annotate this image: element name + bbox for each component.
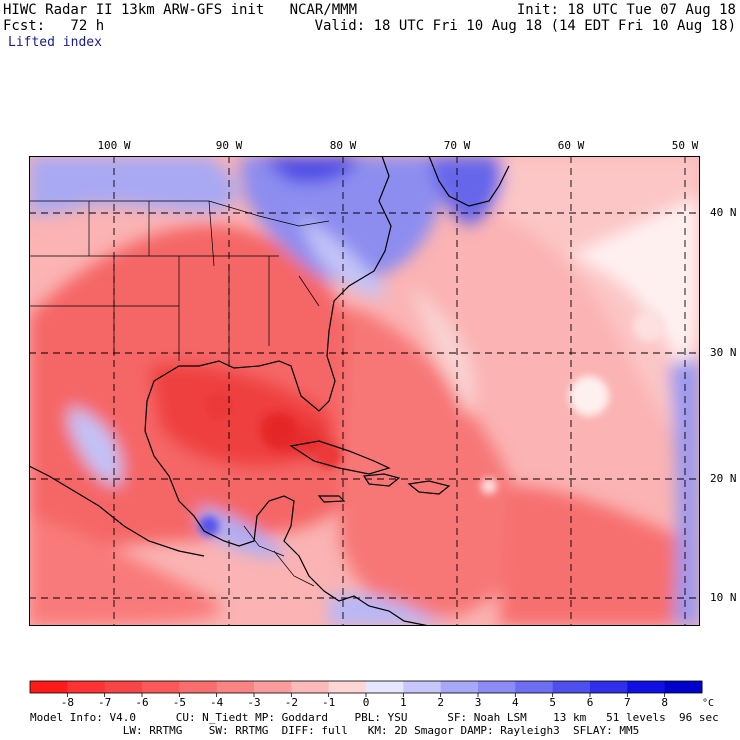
- lon-label-80w: 80 W: [329, 139, 357, 152]
- colorbar-segment: [67, 681, 106, 693]
- colorbar-segment: [179, 681, 218, 693]
- colorbar-tick-label: 6: [587, 696, 594, 709]
- lat-label-40n: 40 N: [710, 206, 737, 219]
- colorbar-segment: [104, 681, 143, 693]
- colorbar-tick-label: 4: [512, 696, 519, 709]
- colorbar-segment: [142, 681, 180, 693]
- lat-label-30n: 30 N: [710, 346, 737, 359]
- colorbar-segment: [328, 681, 367, 693]
- colorbar-segment: [440, 681, 479, 693]
- init-time: Init: 18 UTC Tue 07 Aug 18: [516, 2, 736, 18]
- model-info-line2: LW: RRTMG SW: RRTMG DIFF: full KM: 2D Sm…: [30, 724, 640, 737]
- colorbar-tick-label: -5: [173, 696, 186, 709]
- colorbar-segment: [30, 681, 68, 693]
- colorbar-segment: [366, 681, 404, 693]
- colorbar-tick-label: -1: [322, 696, 335, 709]
- colorbar-segment: [627, 681, 666, 693]
- colorbar-segment: [478, 681, 516, 693]
- lon-label-90w: 90 W: [215, 139, 243, 152]
- colorbar-segment: [216, 681, 255, 693]
- colorbar-unit: °C: [702, 698, 714, 709]
- coastlines: [29, 156, 510, 626]
- colorbar-tick-label: -3: [247, 696, 260, 709]
- map-frame: [29, 156, 700, 626]
- model-title: HIWC Radar II 13km ARW-GFS init NCAR/MMM: [3, 2, 358, 18]
- lon-label-100w: 100 W: [97, 139, 131, 152]
- model-info-line1: Model Info: V4.0 CU: N_Tiedt MP: Goddard…: [30, 711, 719, 724]
- colorbar-segment: [403, 681, 442, 693]
- forecast-hour: Fcst: 72 h: [3, 18, 105, 34]
- colorbar-tick-label: 2: [437, 696, 444, 709]
- colorbar-tick-label: 1: [400, 696, 407, 709]
- colorbar-tick-label: -4: [210, 696, 224, 709]
- colorbar-tick-label: 0: [363, 696, 370, 709]
- colorbar-tick-label: -7: [98, 696, 111, 709]
- colorbar-tick-label: 5: [549, 696, 556, 709]
- colorbar-segment: [254, 681, 292, 693]
- lon-label-60w: 60 W: [557, 139, 585, 152]
- lat-lon-grid: [29, 156, 700, 626]
- colorbar-tick-label: -2: [285, 696, 298, 709]
- field-name: Lifted index: [8, 35, 102, 50]
- colorbar-tick-label: -6: [135, 696, 148, 709]
- colorbar-segment: [664, 681, 703, 693]
- colorbar-tick-label: -8: [61, 696, 74, 709]
- colorbar-frame: [29, 680, 703, 694]
- lifted-index-map: [29, 156, 700, 626]
- valid-time: Valid: 18 UTC Fri 10 Aug 18 (14 EDT Fri …: [314, 18, 736, 34]
- colorbar-segment: [552, 681, 591, 693]
- colorbar-tick-label: 3: [475, 696, 482, 709]
- colorbar-tick-label: 8: [661, 696, 668, 709]
- colorbar-segment: [590, 681, 628, 693]
- colorbar-tick-label: 7: [624, 696, 631, 709]
- colorbar-segment: [291, 681, 330, 693]
- lat-label-10n: 10 N: [710, 591, 737, 604]
- field-detail: [199, 310, 665, 536]
- field-shading: [29, 156, 700, 626]
- lat-label-20n: 20 N: [710, 472, 737, 485]
- lon-label-50w: 50 W: [671, 139, 699, 152]
- lon-label-70w: 70 W: [443, 139, 471, 152]
- colorbar-segment: [515, 681, 554, 693]
